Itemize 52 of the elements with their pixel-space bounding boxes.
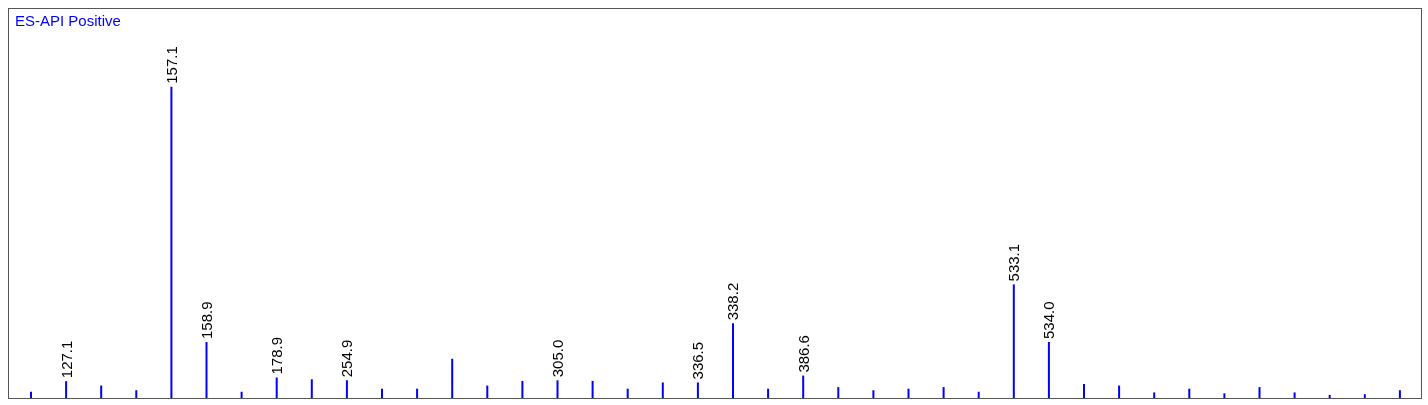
- bar: [416, 388, 419, 398]
- bar: [275, 377, 278, 398]
- bar: [30, 391, 32, 398]
- bar: [345, 380, 348, 398]
- bar: [591, 380, 594, 398]
- bar: [1047, 341, 1050, 398]
- bar: [1118, 385, 1121, 398]
- bar: [661, 382, 664, 398]
- bar: [837, 387, 840, 398]
- bar: [1012, 284, 1015, 398]
- bar: [135, 390, 138, 398]
- x-tick-label: 157.1: [162, 46, 180, 84]
- bar: [1363, 394, 1366, 398]
- bar: [1223, 393, 1226, 398]
- bar: [767, 388, 770, 398]
- chart-title: ES-API Positive: [15, 12, 121, 29]
- bar: [732, 323, 734, 398]
- x-tick-label: 533.1: [1005, 243, 1023, 282]
- x-tick-label: 338.2: [724, 282, 742, 321]
- x-tick-label: 127.1: [57, 340, 75, 379]
- x-tick-label: 158.9: [198, 301, 215, 339]
- bar: [451, 358, 454, 398]
- bar: [240, 391, 243, 398]
- bar: [556, 380, 559, 398]
- x-tick-label: 336.5: [689, 341, 707, 380]
- x-tick-label: 254.9: [338, 339, 356, 378]
- bar: [1258, 387, 1261, 398]
- bar: [1188, 388, 1191, 398]
- bar: [205, 341, 208, 398]
- bar: [1083, 384, 1085, 398]
- bar: [942, 387, 945, 398]
- bar: [1293, 392, 1296, 398]
- bar: [381, 388, 383, 398]
- bar: [170, 86, 173, 398]
- x-tick-label: 386.6: [794, 335, 812, 373]
- bar: [310, 379, 313, 398]
- bar: [486, 385, 489, 398]
- bar: [100, 385, 103, 398]
- bar: [626, 388, 629, 398]
- bar: [907, 388, 910, 398]
- bar: [1328, 394, 1331, 398]
- bar: [872, 390, 875, 398]
- bar: [521, 380, 524, 398]
- x-tick-label: 305.0: [549, 339, 566, 378]
- bar: [696, 382, 699, 398]
- bar: [65, 381, 68, 398]
- bar: [1398, 390, 1401, 398]
- bar: [802, 375, 805, 398]
- bar: [977, 391, 980, 398]
- x-tick-label: 178.9: [268, 336, 286, 375]
- bar: [1153, 392, 1156, 398]
- x-tick-label: 534.0: [1040, 301, 1058, 339]
